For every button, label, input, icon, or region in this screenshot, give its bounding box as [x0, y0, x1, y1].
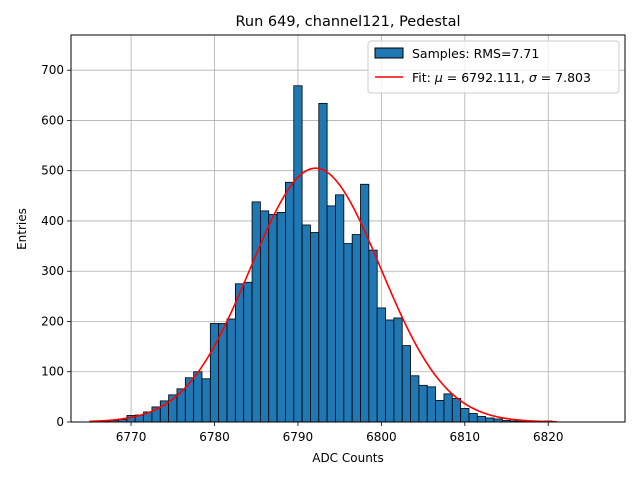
histogram-bar — [234, 283, 245, 423]
y-tick-label: 100 — [41, 365, 64, 379]
y-axis: 0 100 200 300 400 500 600 700 — [41, 63, 71, 429]
histogram-bar — [276, 212, 286, 423]
histogram-bar — [485, 417, 495, 423]
y-tick-label: 400 — [41, 214, 64, 228]
x-tick-label: 6770 — [116, 430, 147, 444]
histogram-bar — [251, 201, 261, 423]
y-tick-label: 0 — [56, 415, 64, 429]
histogram-bar — [435, 399, 445, 423]
histogram-bar — [351, 234, 361, 423]
y-tick-label: 500 — [41, 164, 64, 178]
histogram-bar — [243, 281, 253, 423]
histogram-bar — [285, 181, 295, 423]
histogram-bar — [209, 323, 220, 423]
histogram-bar — [335, 194, 345, 423]
histogram-bar — [410, 375, 420, 423]
x-tick-label: 6800 — [366, 430, 397, 444]
histogram-bar — [360, 183, 370, 423]
histogram-bar — [193, 371, 203, 423]
legend-fit-label: Fit: μ = 6792.111, σ = 7.803 — [412, 70, 591, 85]
histogram-bars — [93, 85, 553, 423]
y-tick-label: 700 — [41, 63, 64, 77]
y-tick-label: 300 — [41, 264, 64, 278]
histogram-bar — [343, 243, 353, 423]
legend: Samples: RMS=7.71 Fit: μ = 6792.111, σ =… — [367, 40, 620, 94]
x-axis-label: ADC Counts — [312, 451, 384, 465]
histogram-bar — [301, 224, 311, 423]
chart-title: Run 649, channel121, Pedestal — [235, 14, 460, 30]
y-tick-label: 600 — [41, 113, 64, 127]
fit-curve-group — [89, 167, 557, 423]
histogram-bar — [268, 214, 278, 423]
histogram-bar — [218, 323, 228, 423]
x-tick-label: 6820 — [533, 430, 564, 444]
plot-frame — [70, 34, 626, 423]
histogram-bar — [318, 102, 328, 423]
legend-histogram-label: Samples: RMS=7.71 — [412, 46, 539, 61]
y-axis-label: Entries — [15, 208, 29, 250]
histogram-bar — [293, 85, 303, 423]
legend-histogram-swatch — [374, 47, 404, 59]
histogram-bar — [426, 386, 437, 423]
legend-box — [367, 40, 620, 94]
histogram-bar — [393, 317, 403, 423]
histogram-bar — [418, 384, 428, 423]
x-tick-label: 6810 — [450, 430, 481, 444]
histogram-bar — [385, 319, 395, 423]
x-axis: 6770 6780 6790 6800 6810 6820 — [116, 422, 564, 444]
histogram-bar — [184, 377, 195, 423]
histogram-bar — [468, 413, 478, 423]
histogram-bar — [476, 416, 487, 423]
histogram-bar — [451, 397, 462, 423]
histogram-bar — [310, 232, 320, 423]
histogram-bar — [201, 378, 211, 423]
histogram-bar — [443, 393, 453, 423]
histogram-bar — [226, 318, 236, 423]
histogram-bar — [460, 408, 470, 423]
histogram-bar — [368, 249, 378, 423]
x-tick-label: 6780 — [199, 430, 230, 444]
x-tick-label: 6790 — [283, 430, 314, 444]
histogram-bar — [376, 307, 386, 423]
y-tick-label: 200 — [41, 314, 64, 328]
histogram-bar — [401, 345, 411, 423]
histogram-bar — [326, 205, 336, 423]
fit-curve — [89, 167, 557, 423]
